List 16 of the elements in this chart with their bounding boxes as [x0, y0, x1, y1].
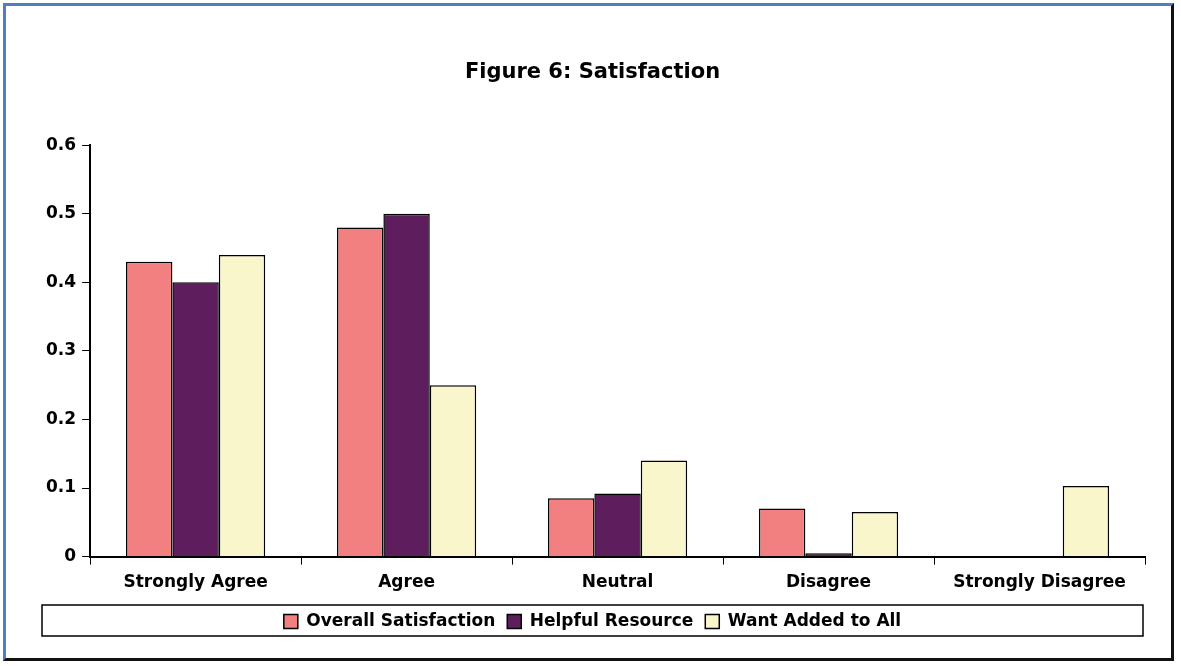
y-tick-label: 0 [64, 545, 77, 566]
x-tick-label: Disagree [785, 571, 872, 592]
legend-label: Helpful Resource [529, 609, 694, 630]
legend-label: Want Added to All [727, 609, 902, 630]
x-tick-label: Strongly Agree [123, 571, 268, 592]
y-tick-label: 0.4 [45, 270, 77, 291]
x-tick-label: Strongly Disagree [953, 571, 1126, 592]
y-tick-label: 0.6 [45, 133, 77, 154]
y-tick-label: 0.2 [45, 407, 77, 428]
y-tick-label: 0.5 [45, 202, 77, 223]
x-tick-label: Agree [378, 571, 435, 592]
legend-label: Overall Satisfaction [306, 609, 496, 630]
chart-title: Figure 6: Satisfaction [464, 59, 721, 84]
x-tick-label: Neutral [581, 571, 654, 592]
y-tick-label: 0.1 [45, 476, 77, 497]
y-tick-label: 0.3 [45, 339, 77, 360]
